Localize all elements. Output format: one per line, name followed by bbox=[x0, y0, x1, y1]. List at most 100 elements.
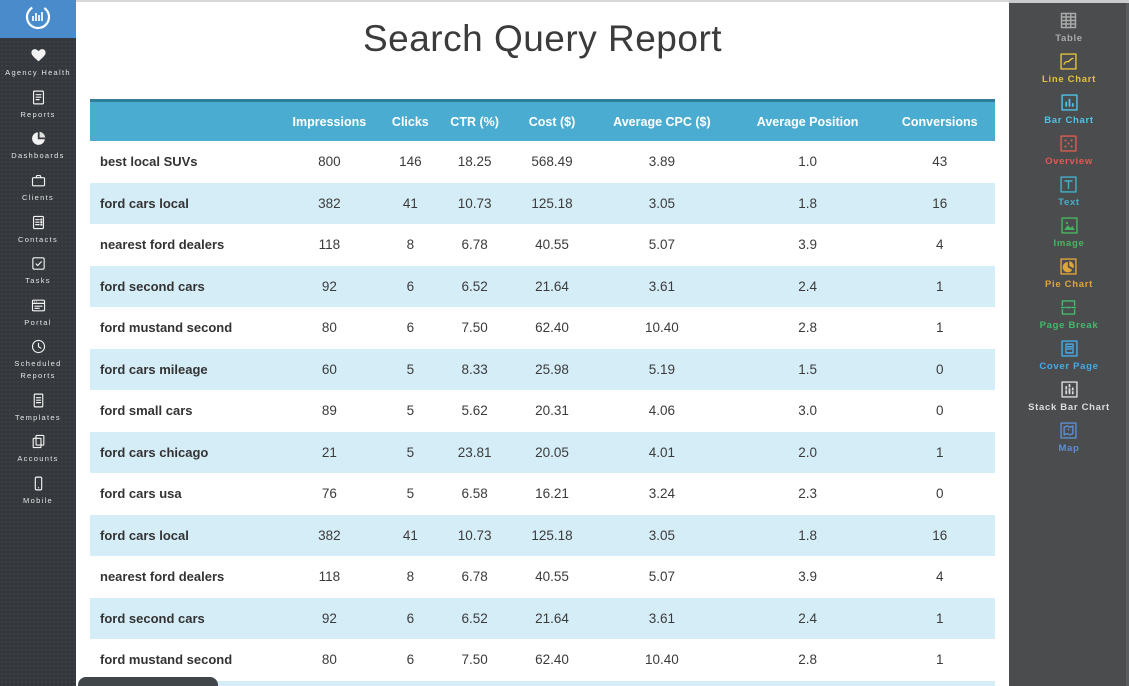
column-header: Cost ($) bbox=[528, 114, 576, 129]
contacts-icon bbox=[30, 214, 47, 231]
value-cell: 92 bbox=[321, 610, 337, 626]
widget-item-cover-page[interactable]: Cover Page bbox=[1039, 338, 1098, 372]
value-cell: 3.24 bbox=[648, 486, 676, 502]
value-cell: 7.50 bbox=[461, 652, 488, 668]
query-cell: nearest ford dealers bbox=[100, 569, 225, 585]
widget-item-bar-chart[interactable]: Bar Chart bbox=[1044, 92, 1094, 126]
query-cell: ford mustand second bbox=[100, 320, 233, 336]
value-cell: 16.21 bbox=[535, 486, 569, 502]
widget-item-line-chart[interactable]: Line Chart bbox=[1042, 51, 1096, 85]
column-header: Average Position bbox=[756, 114, 859, 129]
value-cell: 3.61 bbox=[648, 278, 676, 294]
widget-item-text[interactable]: Text bbox=[1058, 174, 1080, 208]
bottom-overlay-tab[interactable] bbox=[78, 677, 218, 686]
table-row: ford second cars 92 6 6.52 21.64 3.61 2.4 1 bbox=[90, 265, 995, 307]
table-row: best local SUVs 800 146 18.25 568.49 3.89 1.0 4… bbox=[90, 141, 995, 183]
value-cell: 3.05 bbox=[648, 195, 676, 211]
image-icon bbox=[1059, 215, 1080, 236]
tasks-icon bbox=[30, 255, 47, 272]
query-cell: ford second cars bbox=[100, 278, 205, 294]
value-cell: 6 bbox=[406, 610, 415, 626]
value-cell: 76 bbox=[321, 486, 337, 502]
sidebar-item-label: Dashboards bbox=[11, 151, 65, 161]
value-cell: 1.8 bbox=[798, 195, 817, 211]
value-cell: 21 bbox=[321, 444, 337, 460]
value-cell: 41 bbox=[402, 527, 418, 543]
value-cell: 1.5 bbox=[798, 361, 817, 377]
value-cell: 3.0 bbox=[798, 403, 817, 419]
value-cell: 4 bbox=[935, 569, 944, 585]
bar-chart-icon bbox=[1059, 92, 1080, 113]
table-row: ford cars local 382 41 10.73 125.18 3.05 1.8 16 bbox=[90, 514, 995, 556]
line-chart-icon bbox=[1058, 51, 1079, 72]
sidebar-item-tasks[interactable]: Tasks bbox=[0, 255, 76, 287]
sidebar-item-portal[interactable]: Portal bbox=[0, 297, 76, 329]
widget-item-label: Table bbox=[1055, 33, 1083, 44]
value-cell: 3.89 bbox=[648, 154, 676, 170]
stack-bar-chart-icon bbox=[1059, 379, 1080, 400]
table-row: ford mustand second 80 6 7.50 62.40 10.40 2.8 1 bbox=[90, 639, 995, 681]
value-cell: 60 bbox=[321, 361, 337, 377]
value-cell: 4.01 bbox=[648, 444, 676, 460]
widget-item-label: Stack Bar Chart bbox=[1028, 402, 1110, 413]
value-cell: 40.55 bbox=[535, 237, 569, 253]
cover-page-icon bbox=[1059, 338, 1080, 359]
clock-icon bbox=[30, 338, 47, 355]
widget-item-map[interactable]: Map bbox=[1058, 420, 1079, 454]
sidebar-item-contacts[interactable]: Contacts bbox=[0, 214, 76, 246]
value-cell: 125.18 bbox=[531, 195, 573, 211]
widget-item-pie-chart[interactable]: Pie Chart bbox=[1045, 256, 1093, 290]
scrollbar[interactable] bbox=[1126, 3, 1129, 686]
query-cell: ford cars mileage bbox=[100, 361, 208, 377]
query-cell: ford mustand second bbox=[100, 652, 233, 668]
value-cell: 3.9 bbox=[798, 237, 817, 253]
value-cell: 0 bbox=[935, 361, 944, 377]
sidebar-item-agency-health[interactable]: Agency Health bbox=[0, 47, 76, 79]
value-cell: 20.05 bbox=[535, 444, 569, 460]
value-cell: 7.50 bbox=[461, 320, 488, 336]
widget-item-page-break[interactable]: Page Break bbox=[1040, 297, 1099, 331]
widget-item-label: Pie Chart bbox=[1044, 279, 1093, 290]
query-cell: ford cars usa bbox=[100, 486, 182, 502]
widget-item-overview[interactable]: Overview bbox=[1045, 133, 1093, 167]
value-cell: 10.40 bbox=[645, 652, 679, 668]
sidebar-item-scheduled-reports[interactable]: Scheduled Reports bbox=[0, 338, 76, 381]
widget-item-table[interactable]: Table bbox=[1055, 10, 1083, 44]
widget-item-stack-bar-chart[interactable]: Stack Bar Chart bbox=[1028, 379, 1110, 413]
widget-item-image[interactable]: Image bbox=[1054, 215, 1085, 249]
value-cell: 2.0 bbox=[798, 444, 817, 460]
sidebar-item-clients[interactable]: Clients bbox=[0, 172, 76, 204]
accounts-icon bbox=[30, 433, 47, 450]
table-row: ford small cars 89 5 5.62 20.31 4.06 3.0 0 bbox=[90, 390, 995, 432]
value-cell: 118 bbox=[318, 237, 341, 253]
value-cell: 8 bbox=[406, 237, 415, 253]
query-cell: best local SUVs bbox=[100, 154, 198, 170]
sidebar-item-label: Mobile bbox=[23, 495, 53, 505]
value-cell: 1.8 bbox=[798, 527, 817, 543]
table-row: nearest ford dealers 118 8 6.78 40.55 5.07 3.9… bbox=[90, 556, 995, 598]
sidebar-item-reports[interactable]: Reports bbox=[0, 89, 76, 121]
sidebar-item-templates[interactable]: Templates bbox=[0, 392, 76, 424]
sidebar-item-label: Agency Health bbox=[5, 68, 71, 77]
value-cell: 3.05 bbox=[648, 527, 676, 543]
value-cell: 16 bbox=[932, 195, 948, 211]
value-cell: 6.52 bbox=[461, 610, 488, 626]
query-cell: ford cars local bbox=[100, 195, 189, 211]
value-cell: 1.0 bbox=[798, 154, 817, 170]
widget-item-label: Overview bbox=[1045, 156, 1093, 167]
left-nav: Agency Health Reports Dashboards Clients Con… bbox=[0, 38, 76, 517]
value-cell: 146 bbox=[399, 154, 422, 170]
sidebar-item-accounts[interactable]: Accounts bbox=[0, 433, 76, 465]
value-cell: 1 bbox=[935, 444, 944, 460]
sidebar-item-mobile[interactable]: Mobile bbox=[0, 475, 76, 507]
sidebar-item-dashboards[interactable]: Dashboards bbox=[0, 130, 76, 162]
value-cell: 89 bbox=[321, 403, 337, 419]
reports-icon bbox=[30, 89, 47, 106]
value-cell: 16 bbox=[932, 527, 948, 543]
app-logo[interactable] bbox=[0, 0, 76, 38]
value-cell: 6 bbox=[406, 652, 415, 668]
mobile-icon bbox=[30, 475, 47, 492]
sidebar-item-label: Accounts bbox=[17, 454, 59, 464]
value-cell: 125.18 bbox=[531, 527, 573, 543]
sidebar-item-label: Tasks bbox=[25, 276, 51, 286]
